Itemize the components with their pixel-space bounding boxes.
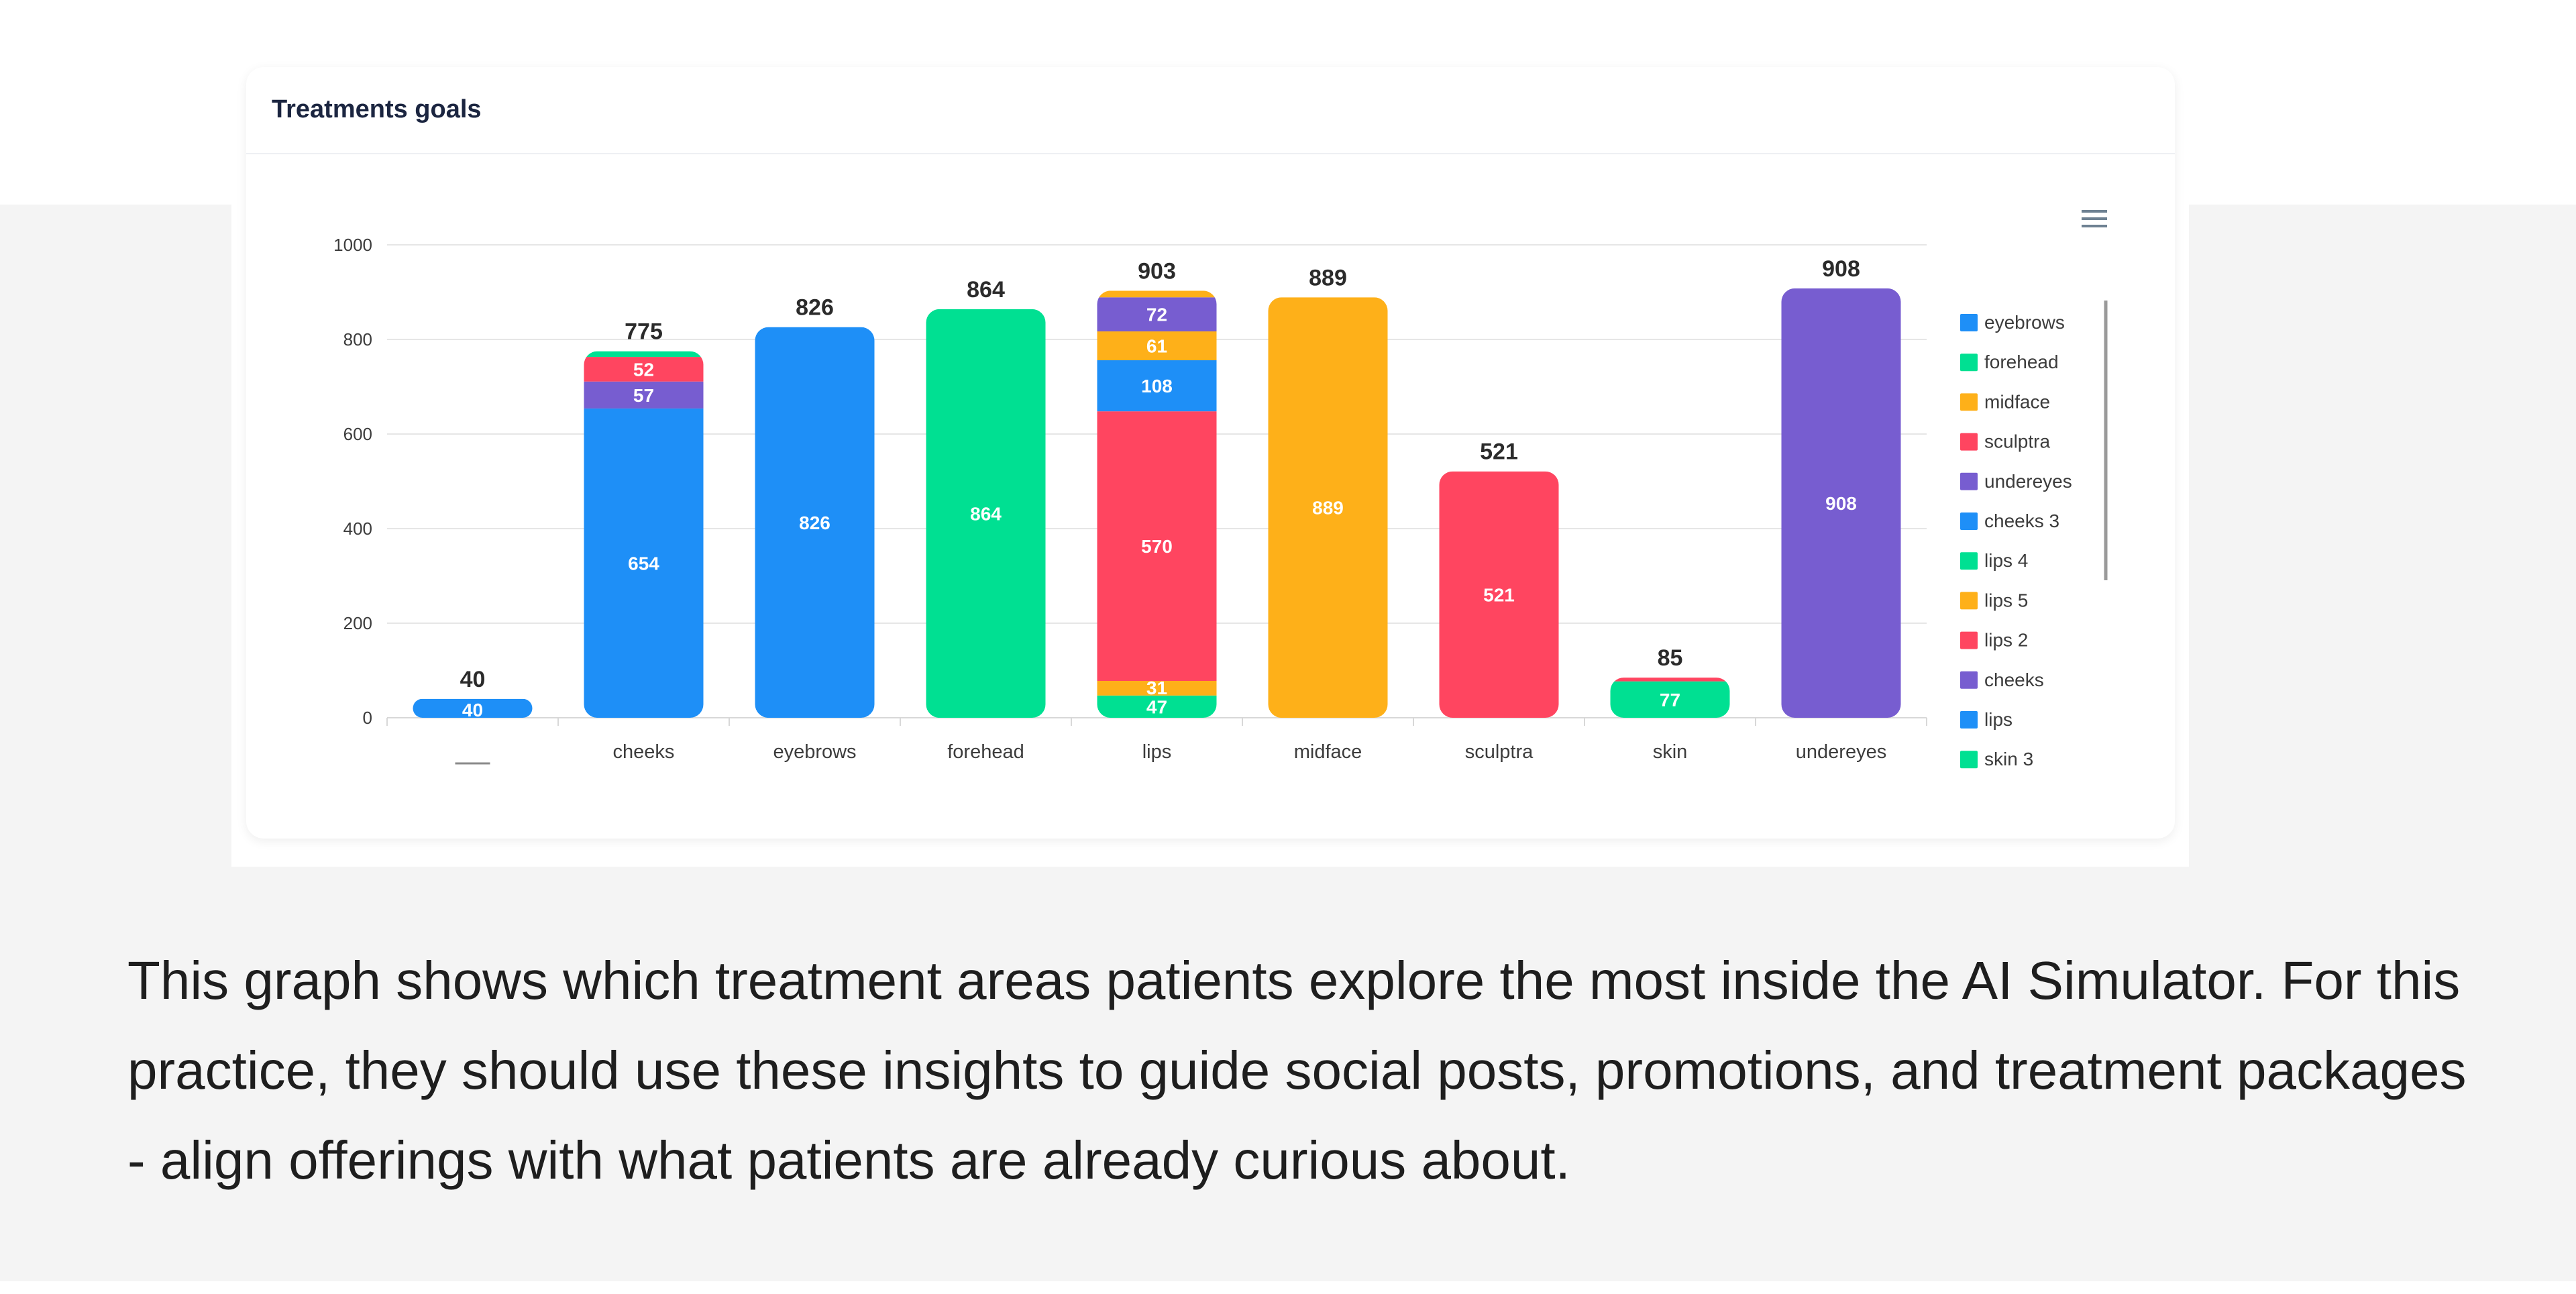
- legend-item: cheeks 3: [1984, 510, 2059, 531]
- chart-caption: This graph shows which treatment areas p…: [127, 951, 2467, 1190]
- data-label: 654: [628, 553, 659, 574]
- data-label: 61: [1146, 336, 1167, 357]
- total-label: 889: [1309, 265, 1347, 290]
- legend-item: cheeks: [1984, 669, 2044, 690]
- bar-segment: [584, 357, 704, 382]
- data-label: 77: [1660, 690, 1680, 710]
- y-tick-label: 400: [343, 519, 372, 539]
- data-label: 108: [1141, 376, 1173, 396]
- legend-item: undereyes: [1984, 471, 2072, 492]
- bar-segment: [926, 309, 1046, 718]
- bar-segment: [1097, 695, 1217, 718]
- stacked-bar-chart: 0 200 400 600 800 1000 40 40 654 57 52 775 cheeks 826…: [333, 235, 2108, 769]
- legend-item: lips 2: [1984, 630, 2028, 651]
- total-label: 826: [796, 295, 834, 321]
- bar-segment: [1781, 288, 1901, 718]
- card-divider: [246, 153, 2175, 154]
- legend-marker: [1960, 513, 1978, 530]
- legend-marker: [1960, 552, 1978, 570]
- bar-segment: [1439, 471, 1559, 718]
- bar-segment: [584, 351, 704, 358]
- total-label: 521: [1480, 439, 1518, 465]
- bar-segment: [1097, 331, 1217, 361]
- data-label: 40: [462, 700, 483, 720]
- legend-item: lips 4: [1984, 550, 2028, 571]
- data-label: 570: [1141, 536, 1173, 557]
- card-title: Treatments goals: [272, 95, 482, 123]
- legend-marker: [1960, 433, 1978, 451]
- x-tick-label: eyebrows: [773, 741, 856, 763]
- bar-segment: [413, 698, 533, 718]
- bar-segment: [1097, 411, 1217, 682]
- x-tick-label: undereyes: [1796, 741, 1886, 763]
- legend-marker: [1960, 393, 1978, 411]
- data-label: 57: [633, 385, 654, 406]
- y-tick-label: 1000: [333, 235, 372, 255]
- total-label: 864: [967, 277, 1005, 303]
- y-tick-label: 600: [343, 424, 372, 444]
- x-tick-label: forehead: [947, 741, 1024, 763]
- total-label: 903: [1138, 258, 1176, 284]
- bar-segment: [1097, 360, 1217, 412]
- legend-item: midface: [1984, 391, 2050, 412]
- data-label: 908: [1825, 493, 1857, 514]
- y-tick-label: 0: [363, 708, 372, 728]
- total-label: 775: [625, 319, 663, 345]
- bar-segment: [1610, 681, 1730, 718]
- bar-segment: [1610, 678, 1730, 682]
- data-label: 31: [1146, 678, 1167, 698]
- bar-segment: [584, 381, 704, 409]
- data-label: 864: [970, 503, 1002, 524]
- x-tick-label: lips: [1142, 741, 1172, 763]
- bar-segment: [755, 327, 875, 718]
- bar-segment: [1097, 290, 1217, 298]
- chart-card: Treatments goals 0 200 400 600 800 1000 40 40 65…: [246, 67, 2175, 839]
- legend-marker: [1960, 314, 1978, 331]
- bar-segment: [1097, 297, 1217, 332]
- total-label: 908: [1822, 256, 1860, 282]
- data-label: 826: [799, 513, 830, 533]
- bar-segment: [1097, 681, 1217, 696]
- legend-item: sculptra: [1984, 431, 2050, 452]
- y-tick-label: 800: [343, 329, 372, 349]
- total-label: 40: [460, 667, 486, 692]
- legend-item: forehead: [1984, 352, 2059, 372]
- legend-marker: [1960, 592, 1978, 610]
- data-label: 521: [1483, 584, 1515, 605]
- legend-marker: [1960, 671, 1978, 689]
- data-label: 889: [1312, 498, 1344, 519]
- legend-item: skin 3: [1984, 749, 2033, 769]
- legend-marker: [1960, 472, 1978, 490]
- legend-marker: [1960, 631, 1978, 649]
- data-label: 47: [1146, 696, 1167, 717]
- legend-marker: [1960, 354, 1978, 372]
- legend-item: lips: [1984, 709, 2012, 730]
- x-tick-label: sculptra: [1465, 741, 1534, 763]
- x-tick-label: cheeks: [613, 741, 675, 763]
- x-tick-label: midface: [1294, 741, 1362, 763]
- hamburger-menu-icon[interactable]: [2076, 205, 2116, 238]
- total-label: 85: [1658, 645, 1683, 671]
- y-tick-label: 200: [343, 613, 372, 633]
- legend-marker: [1960, 751, 1978, 769]
- data-label: 72: [1146, 305, 1167, 325]
- legend-item: eyebrows: [1984, 312, 2065, 333]
- legend-item: lips 5: [1984, 590, 2028, 610]
- bar-segment: [584, 408, 704, 718]
- data-label: 52: [633, 359, 654, 380]
- bar-segment: [1268, 297, 1388, 718]
- x-tick-label: skin: [1653, 741, 1688, 763]
- legend-marker: [1960, 711, 1978, 729]
